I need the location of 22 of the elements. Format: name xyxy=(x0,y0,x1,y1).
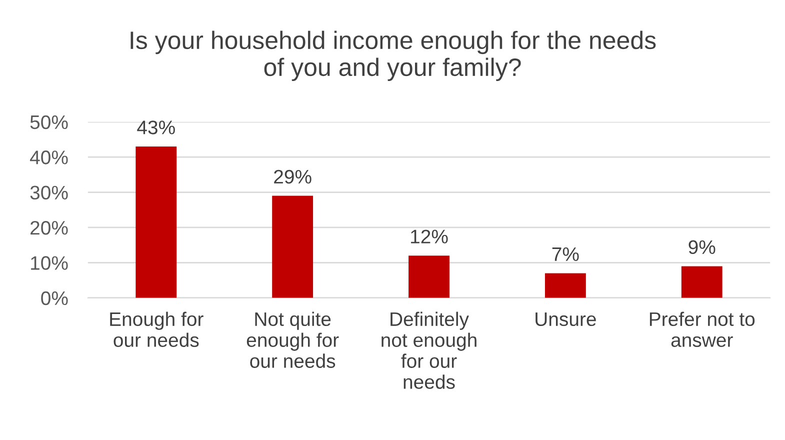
x-tick-label: Enough for our needs xyxy=(110,312,204,347)
bar xyxy=(408,256,450,298)
bar xyxy=(681,266,722,298)
y-tick-label: 30% xyxy=(30,186,68,200)
x-tick-label: Not quite enough for our needs xyxy=(246,312,339,368)
data-label: 7% xyxy=(552,247,579,261)
bar xyxy=(272,196,314,298)
data-label: 43% xyxy=(137,120,175,134)
y-tick-label: 50% xyxy=(30,115,68,130)
y-tick-label: 10% xyxy=(31,256,68,270)
data-label: 29% xyxy=(274,170,312,184)
y-tick-label: 20% xyxy=(30,220,68,235)
x-tick-label: Definitely not enough for our needs xyxy=(382,312,476,389)
y-tick-label: 40% xyxy=(30,150,68,164)
x-tick-label: Unsure xyxy=(536,312,596,326)
bar xyxy=(544,273,586,298)
data-label: 9% xyxy=(688,240,716,254)
data-label: 12% xyxy=(411,230,448,244)
bar xyxy=(136,146,177,298)
x-tick-label: Prefer not to answer xyxy=(650,312,755,347)
chart-title: Is your household income enough for the needs of you and your family? xyxy=(130,30,656,82)
y-tick-label: 0% xyxy=(41,291,68,306)
